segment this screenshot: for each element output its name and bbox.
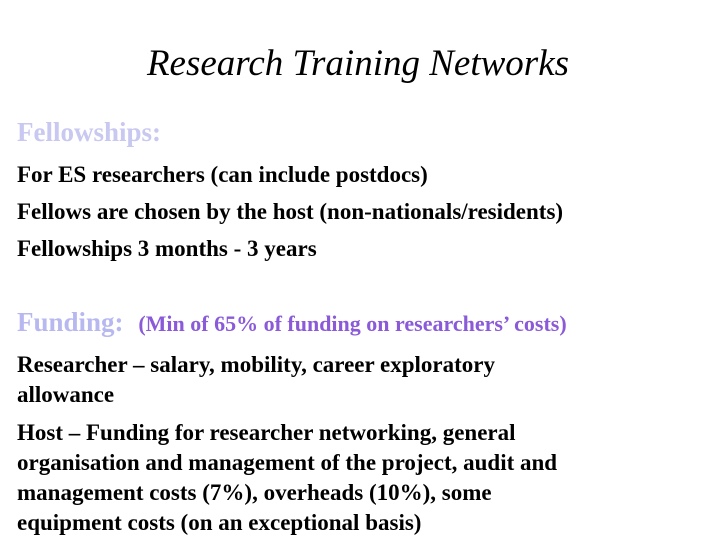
funding-host-line: organisation and management of the proje…	[17, 450, 558, 475]
funding-host-line: management costs (7%), overheads (10%), …	[17, 480, 492, 505]
funding-researcher-line: allowance	[17, 382, 115, 407]
funding-host-line: equipment costs (on an exceptional basis…	[17, 510, 422, 535]
fellowships-item: For ES researchers (can include postdocs…	[17, 162, 428, 187]
fellowships-item: Fellowships 3 months - 3 years	[17, 236, 317, 261]
funding-note: (Min of 65% of funding on researchers’ c…	[138, 311, 567, 336]
funding-host-line: Host – Funding for researcher networking…	[17, 420, 516, 445]
funding-heading-row: Funding: (Min of 65% of funding on resea…	[17, 307, 567, 338]
slide-title: Research Training Networks	[146, 43, 570, 84]
funding-heading: Funding:	[17, 307, 124, 337]
funding-researcher-line: Researcher – salary, mobility, career ex…	[17, 352, 495, 377]
fellowships-item: Fellows are chosen by the host (non-nati…	[17, 199, 564, 224]
fellowships-heading: Fellowships:	[17, 117, 162, 147]
